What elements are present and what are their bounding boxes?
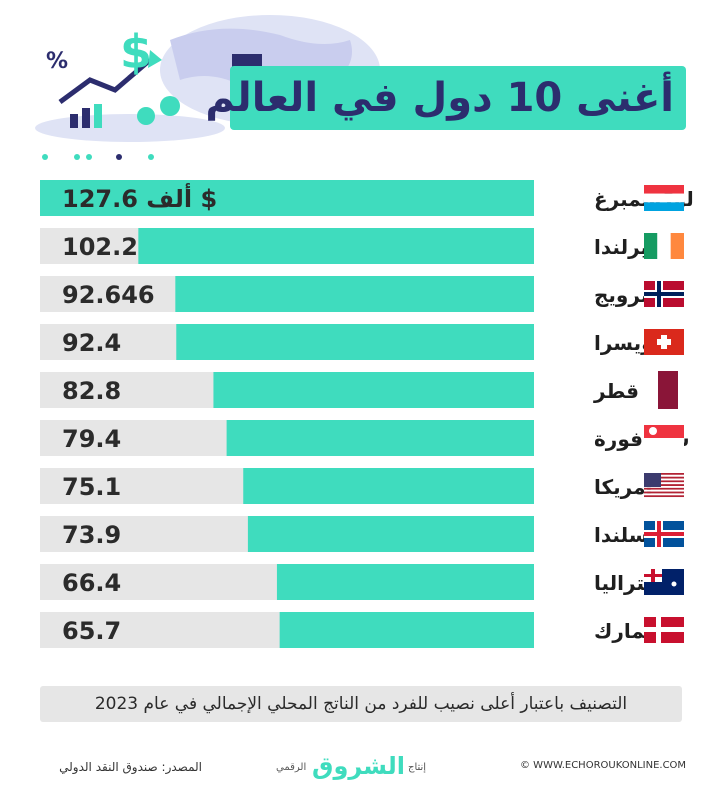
svg-text:%: % [46, 49, 68, 74]
luxembourg-flag [644, 185, 684, 211]
iceland-flag [644, 521, 684, 547]
bar [247, 516, 534, 552]
value-label: 82.8 [62, 377, 121, 405]
brand-prefix: إنتاج [408, 762, 427, 773]
brand-name: الشروق [312, 752, 405, 780]
value-label: 102.2 [62, 233, 138, 261]
value-label: 65.7 [62, 617, 121, 645]
switzerland-flag [644, 329, 684, 355]
australia-flag [644, 569, 684, 595]
ireland-flag [644, 233, 684, 259]
source-label: المصدر: صندوق النقد الدولي [59, 760, 202, 774]
bar [279, 612, 534, 648]
bar [138, 228, 534, 264]
bar [213, 372, 534, 408]
bar [175, 276, 534, 312]
bar [176, 324, 534, 360]
singapore-flag [644, 425, 684, 451]
value-label: 127.6 ألف $ [62, 183, 217, 213]
dot-icon [148, 154, 154, 160]
denmark-flag [644, 617, 684, 643]
value-label: 92.646 [62, 281, 155, 309]
dot-icon [42, 154, 48, 160]
website-label[interactable]: © WWW.ECHOROUKONLINE.COM [520, 760, 687, 771]
value-label: 92.4 [62, 329, 121, 357]
country-label: أمريكا [594, 473, 652, 499]
qatar-flag [650, 371, 678, 409]
bar [276, 564, 534, 600]
value-label: 66.4 [62, 569, 121, 597]
brand-suffix: الرقمي [276, 762, 307, 773]
bar [243, 468, 534, 504]
value-label: 79.4 [62, 425, 121, 453]
country-label: قطر [593, 379, 639, 403]
bar [40, 180, 534, 216]
dot-icon [116, 154, 122, 160]
brand-logo: إنتاج الشروق الرقمي [276, 752, 436, 782]
title-banner: أغنى 10 دول في العالم [205, 66, 686, 130]
ranking-note-text: التصنيف باعتبار أعلى نصيب للفرد من النات… [94, 694, 628, 714]
svg-text:$: $ [120, 25, 152, 79]
ranking-note: التصنيف باعتبار أعلى نصيب للفرد من النات… [40, 686, 682, 722]
finance-illustration-icon: $ % [35, 15, 380, 142]
dot-icon [74, 154, 80, 160]
usa-flag [644, 473, 684, 499]
dot-icon [86, 154, 92, 160]
chart-title: أغنى 10 دول في العالم [205, 75, 674, 121]
value-label: 75.1 [62, 473, 121, 501]
value-label: 73.9 [62, 521, 121, 549]
norway-flag [644, 281, 684, 307]
bar [226, 420, 534, 456]
decorative-dots [42, 154, 162, 164]
